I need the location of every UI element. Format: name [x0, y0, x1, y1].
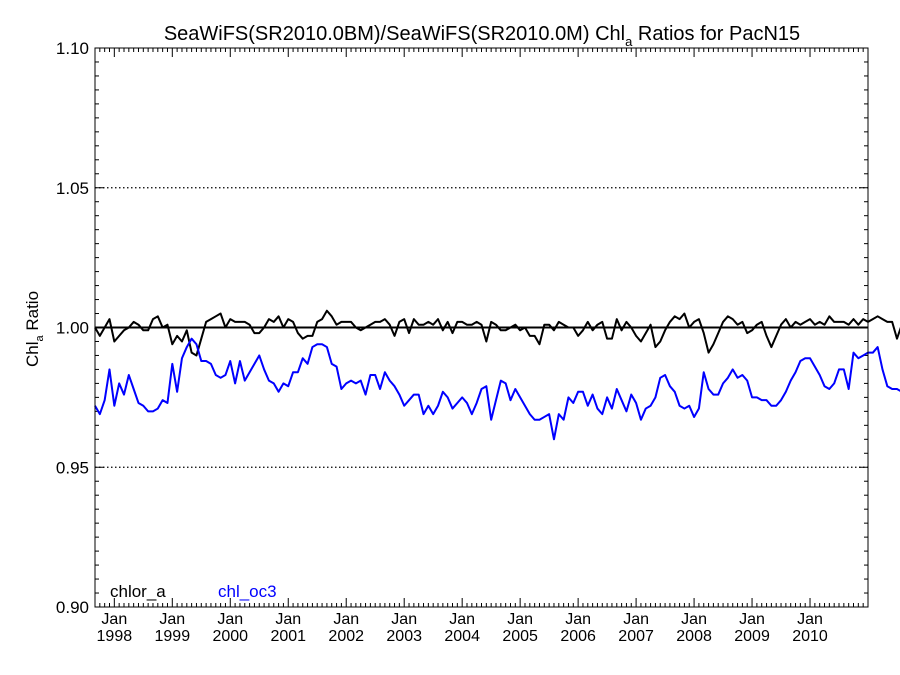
series-line-chlor-a — [94, 309, 900, 357]
plot-frame — [94, 47, 869, 608]
legend: chlor_a chl_oc3 — [110, 582, 277, 601]
x-tick-label-month: Jan — [159, 611, 185, 628]
y-tick-label: 1.00 — [56, 319, 89, 338]
legend-label: chl_oc3 — [218, 582, 277, 601]
x-tick-label-year: 2007 — [618, 628, 654, 645]
x-tick-label-year: 2008 — [676, 628, 712, 645]
x-tick-label-month: Jan — [449, 611, 475, 628]
y-axis-label-main: Chl — [23, 342, 42, 368]
series-lines — [94, 309, 900, 441]
y-axis-label-subscript: a — [34, 335, 46, 342]
chart-title-subscript: a — [625, 34, 633, 49]
x-tick-label-month: Jan — [739, 611, 765, 628]
x-tick-label-month: Jan — [275, 611, 301, 628]
x-tick-label-month: Jan — [623, 611, 649, 628]
x-tick-label-year: 1998 — [97, 628, 133, 645]
x-tick-label-month: Jan — [101, 611, 127, 628]
y-axis-label-suffix: Ratio — [23, 291, 42, 335]
x-tick-label-month: Jan — [681, 611, 707, 628]
x-tick-label-year: 2005 — [502, 628, 538, 645]
x-tick-label-year: 1999 — [155, 628, 191, 645]
chart-title-main: SeaWiFS(SR2010.0BM)/SeaWiFS(SR2010.0M) C… — [164, 23, 625, 45]
y-tick-label: 0.90 — [56, 598, 89, 617]
x-tick-label-year: 2002 — [328, 628, 364, 645]
x-tick-label-month: Jan — [391, 611, 417, 628]
x-tick-label-year: 2001 — [270, 628, 306, 645]
x-axis: Jan1998Jan1999Jan2000Jan2001Jan2002Jan20… — [94, 48, 869, 645]
x-tick-label-year: 2004 — [444, 628, 480, 645]
x-tick-label-month: Jan — [565, 611, 591, 628]
gridlines — [95, 187, 868, 468]
x-tick-label-month: Jan — [333, 611, 359, 628]
chart-title-suffix: Ratios for PacN15 — [632, 23, 800, 45]
x-tick-label-year: 2000 — [212, 628, 248, 645]
chart-title: SeaWiFS(SR2010.0BM)/SeaWiFS(SR2010.0M) C… — [164, 23, 800, 49]
series-line-chl-oc3 — [94, 337, 900, 441]
x-tick-label-month: Jan — [507, 611, 533, 628]
x-tick-label-year: 2010 — [792, 628, 828, 645]
x-tick-label-month: Jan — [797, 611, 823, 628]
y-tick-label: 1.05 — [56, 179, 89, 198]
legend-label: chlor_a — [110, 582, 166, 601]
x-tick-label-year: 2003 — [386, 628, 422, 645]
x-tick-label-month: Jan — [217, 611, 243, 628]
x-tick-label-year: 2006 — [560, 628, 596, 645]
y-tick-label: 0.95 — [56, 458, 89, 477]
x-tick-label-year: 2009 — [734, 628, 770, 645]
y-tick-label: 1.10 — [56, 39, 89, 58]
y-axis: 0.90 0.95 1.00 1.05 1.10 — [56, 39, 868, 617]
y-axis-label: Chla Ratio — [23, 291, 46, 367]
